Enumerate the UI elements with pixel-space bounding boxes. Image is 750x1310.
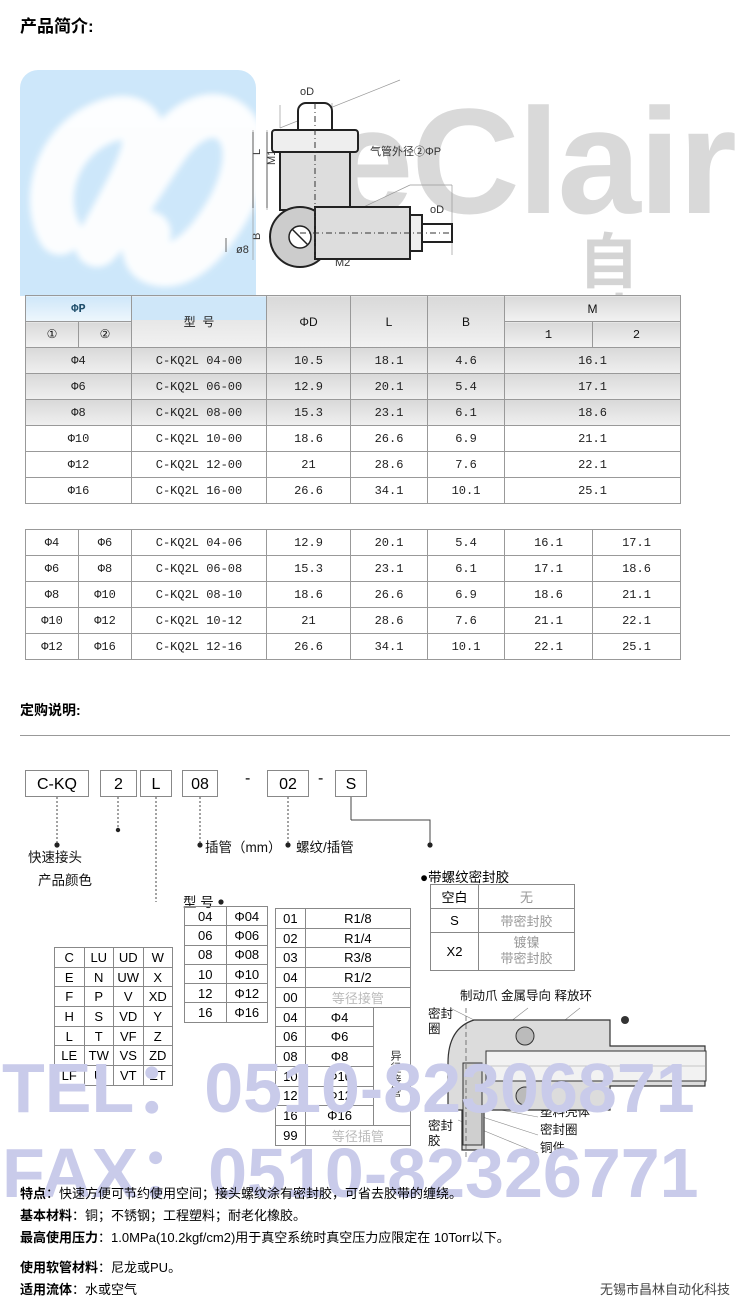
svg-text:圈: 圈 bbox=[428, 1022, 441, 1036]
svg-text:制动爪 金属导向 释放环: 制动爪 金属导向 释放环 bbox=[460, 988, 592, 1003]
svg-text:密封: 密封 bbox=[428, 1006, 453, 1021]
